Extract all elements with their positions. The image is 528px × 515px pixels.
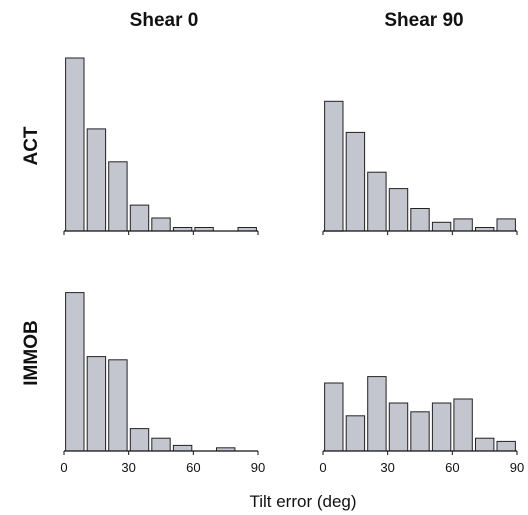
bar-act-shear-0-15 [86,128,107,232]
x-tick-label-immob-shear-0-90: 90 [251,460,265,475]
bar-act-shear-90-15 [345,131,366,232]
bar-act-shear-90-55 [431,221,452,232]
bar-immob-shear-90-25 [367,376,387,452]
bar-immob-shear-90-65 [453,398,473,452]
bar-immob-shear-90-5 [324,382,344,452]
bar-act-shear-0-5 [65,57,85,232]
x-tick-label-immob-shear-0-0: 0 [60,460,67,475]
bar-act-shear-0-45 [151,217,171,232]
bar-immob-shear-0-25 [108,359,128,452]
x-tick-label-immob-shear-0-30: 30 [121,460,135,475]
panel-act-shear-90 [322,100,518,235]
x-tick-label-immob-shear-90-90: 90 [510,460,524,475]
bar-immob-shear-0-5 [65,292,85,452]
panel-immob-shear-90: 0 30 60 90 [319,376,524,475]
bar-immob-shear-0-35 [129,428,150,452]
panel-immob-shear-0: 0 30 60 90 [60,292,265,475]
bar-act-shear-90-25 [367,171,387,232]
bar-act-shear-90-35 [388,188,409,232]
bar-act-shear-90-85 [496,218,516,232]
panels-group: 0 30 60 90 0 30 60 90 [60,57,524,475]
x-tick-label-immob-shear-90-60: 60 [445,460,459,475]
bar-immob-shear-0-55 [172,444,193,452]
column-title-shear-0: Shear 0 [130,10,199,31]
bar-immob-shear-90-35 [388,402,409,452]
bar-immob-shear-0-45 [151,437,171,452]
bar-immob-shear-90-45 [410,411,430,452]
x-tick-label-immob-shear-90-30: 30 [380,460,394,475]
bar-act-shear-90-5 [324,100,344,232]
column-title-shear-90: Shear 90 [384,10,463,31]
x-tick-label-immob-shear-90-0: 0 [319,460,326,475]
bar-immob-shear-90-55 [431,402,452,452]
bar-act-shear-0-35 [129,204,150,232]
row-label-immob: IMMOB [21,320,42,385]
bar-immob-shear-90-15 [345,415,366,452]
bar-act-shear-0-25 [108,161,128,232]
bar-immob-shear-90-85 [496,440,516,452]
panel-act-shear-0 [63,57,259,235]
bar-act-shear-90-65 [453,218,473,232]
x-tick-label-immob-shear-0-60: 60 [186,460,200,475]
x-axis-title: Tilt error (deg) [249,492,356,511]
bar-immob-shear-90-75 [475,437,495,452]
bar-immob-shear-0-15 [86,356,107,452]
row-label-act: ACT [21,126,42,165]
bar-act-shear-90-45 [410,208,430,232]
